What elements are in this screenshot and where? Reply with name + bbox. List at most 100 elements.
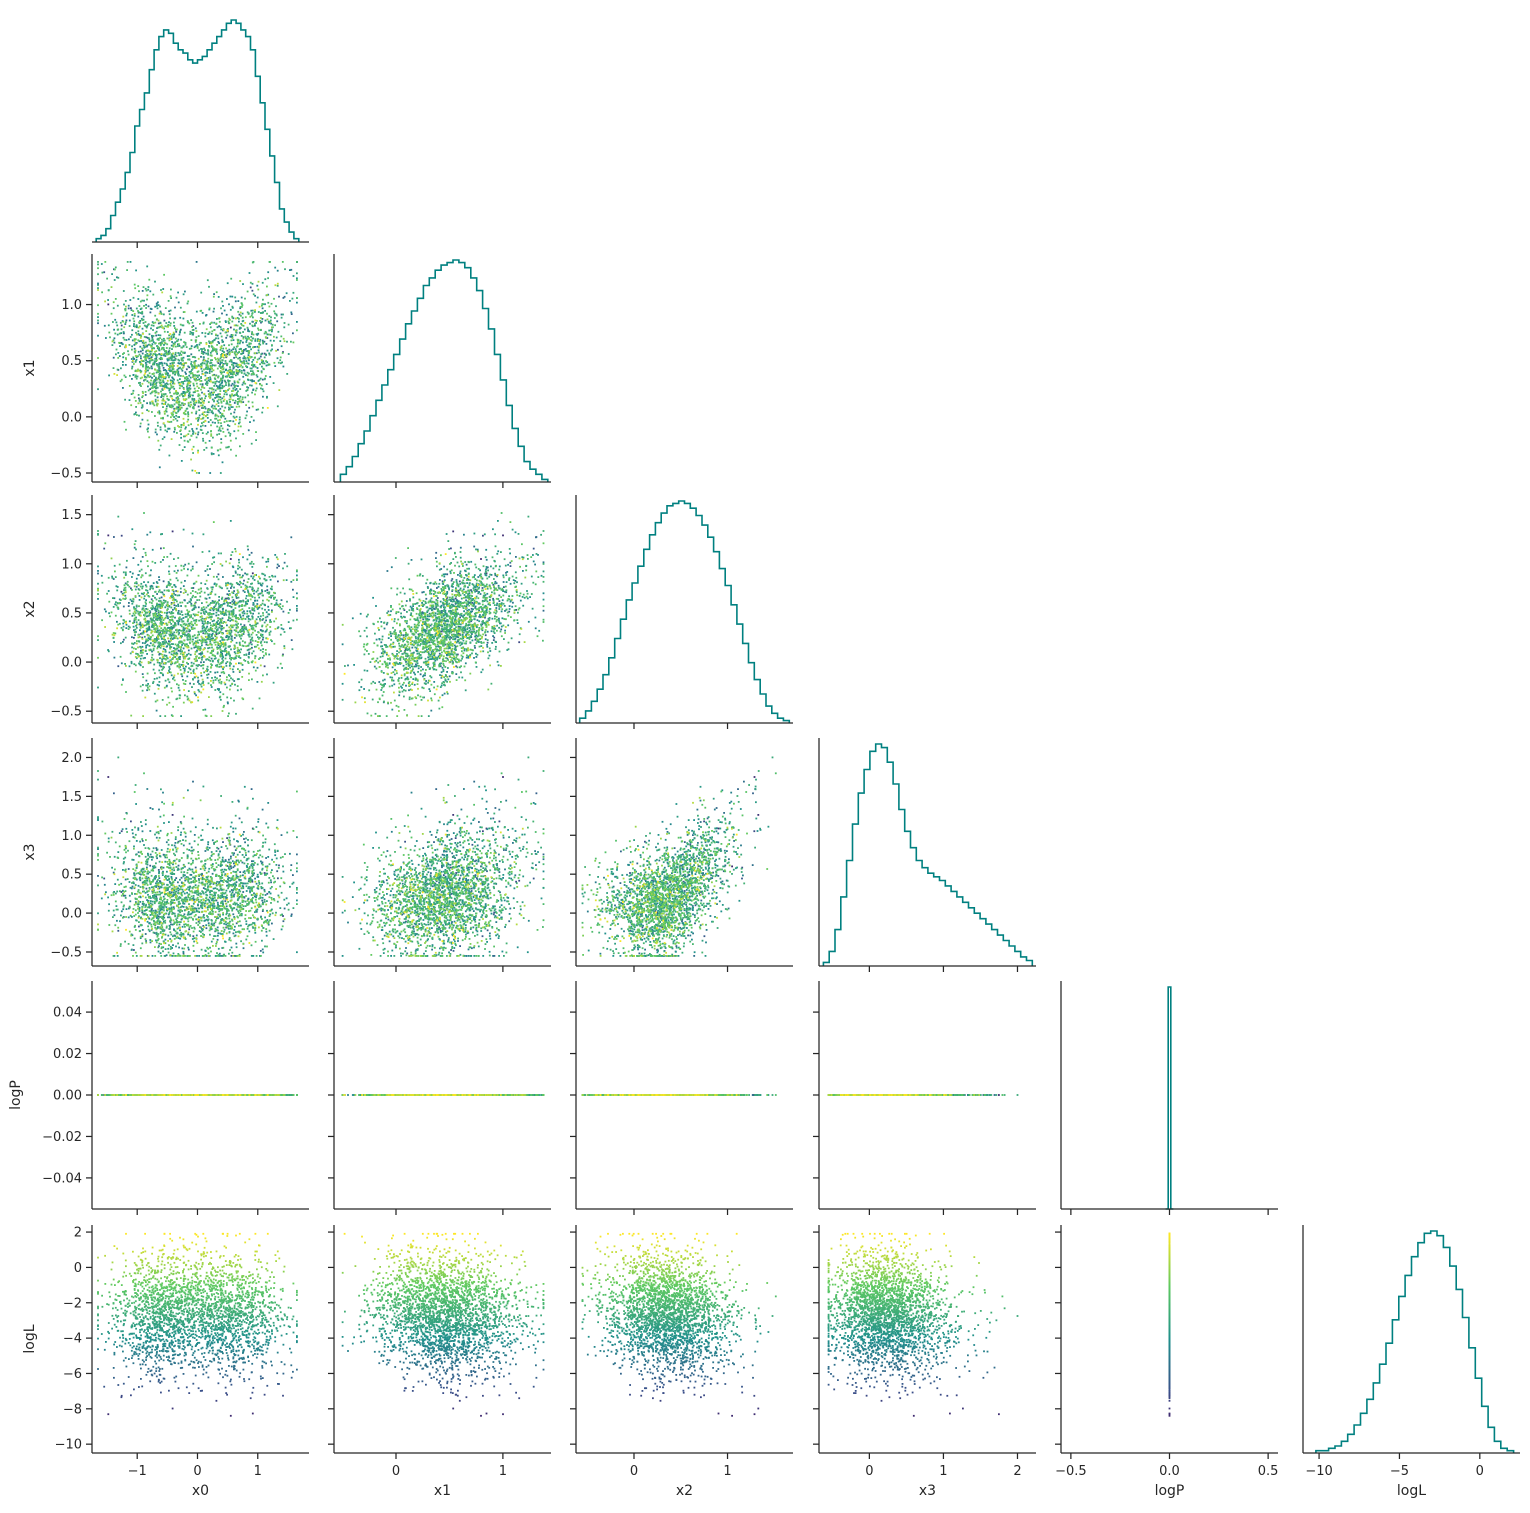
scatter-point [151, 600, 154, 602]
scatter-point [156, 386, 159, 389]
scatter-point [229, 359, 232, 361]
scatter-point [186, 384, 189, 387]
scatter-point [261, 650, 264, 653]
scatter-point [147, 410, 150, 413]
scatter-point [149, 401, 151, 404]
scatter-point [203, 613, 206, 615]
scatter-point [168, 404, 171, 407]
scatter-point [226, 428, 229, 431]
scatter-point [135, 605, 138, 608]
scatter-point [201, 627, 204, 630]
scatter-point [137, 592, 140, 595]
scatter-point [135, 324, 138, 327]
scatter-point [143, 624, 145, 627]
scatter-point [240, 401, 243, 404]
scatter-point [173, 679, 176, 682]
scatter-point [229, 295, 232, 298]
scatter-point [251, 572, 254, 575]
scatter-point [220, 552, 222, 555]
scatter-point [109, 336, 111, 339]
scatter-point [150, 569, 152, 572]
scatter-point [217, 609, 220, 612]
scatter-point [201, 312, 204, 314]
scatter-point [179, 624, 182, 626]
scatter-point [171, 596, 173, 599]
scatter-point [146, 672, 149, 675]
scatter-point [235, 437, 237, 440]
scatter-point [168, 389, 171, 392]
scatter-point [163, 387, 166, 390]
scatter-point [234, 394, 237, 396]
scatter-point [229, 319, 231, 321]
scatter-point [208, 308, 211, 311]
scatter-point [177, 409, 180, 412]
scatter-point [154, 700, 157, 703]
scatter-point [97, 635, 99, 638]
scatter-point [216, 395, 218, 397]
scatter-point [197, 641, 200, 644]
scatter-point [225, 609, 227, 612]
scatter-point [207, 408, 210, 410]
scatter-point [165, 614, 168, 617]
scatter-point [209, 628, 211, 631]
scatter-point [208, 372, 211, 374]
scatter-point [235, 405, 238, 408]
scatter-point [187, 404, 190, 407]
scatter-point [241, 302, 243, 305]
scatter-point [203, 351, 206, 354]
scatter-point [250, 356, 253, 358]
scatter-point [229, 434, 231, 437]
scatter-point [241, 362, 244, 364]
scatter-point [261, 307, 264, 310]
scatter-point [146, 360, 149, 363]
scatter-point [242, 626, 245, 629]
scatter-point [202, 407, 205, 409]
scatter-point [136, 640, 138, 642]
scatter-point [145, 336, 148, 339]
scatter-point [219, 640, 222, 642]
scatter-point [211, 654, 214, 657]
scatter-point [170, 632, 172, 634]
scatter-point [184, 624, 187, 627]
scatter-point [225, 662, 227, 665]
scatter-point [157, 338, 160, 341]
scatter-point [201, 644, 203, 647]
scatter-point [236, 401, 239, 403]
scatter-point [172, 677, 174, 680]
scatter-point [247, 400, 250, 403]
scatter-point [145, 349, 148, 352]
scatter-point [227, 702, 229, 705]
scatter-point [226, 696, 229, 699]
scatter-point [251, 678, 253, 681]
scatter-point [219, 390, 222, 392]
scatter-point [139, 611, 141, 613]
scatter-point [182, 293, 185, 296]
scatter-point [210, 322, 213, 324]
scatter-point [123, 584, 126, 587]
scatter-point [277, 361, 280, 364]
scatter-point [182, 356, 185, 359]
scatter-point [192, 627, 194, 629]
scatter-point [178, 594, 181, 597]
scatter-point [259, 649, 262, 652]
scatter-point [162, 313, 165, 316]
scatter-point [247, 578, 250, 580]
scatter-point [166, 358, 169, 360]
scatter-point [247, 660, 249, 663]
scatter-point [147, 286, 150, 288]
scatter-point [229, 582, 232, 585]
scatter-point [167, 368, 170, 370]
scatter-point [290, 580, 293, 583]
scatter-point [266, 337, 269, 339]
scatter-point [126, 580, 129, 583]
scatter-point [133, 629, 135, 632]
scatter-point [184, 351, 186, 354]
scatter-point [254, 346, 257, 348]
scatter-point [151, 653, 154, 656]
scatter-point [186, 593, 189, 596]
scatter-point [164, 606, 167, 609]
scatter-point [209, 472, 212, 474]
scatter-point [200, 582, 203, 585]
scatter-point [263, 352, 266, 355]
scatter-point [131, 348, 133, 351]
